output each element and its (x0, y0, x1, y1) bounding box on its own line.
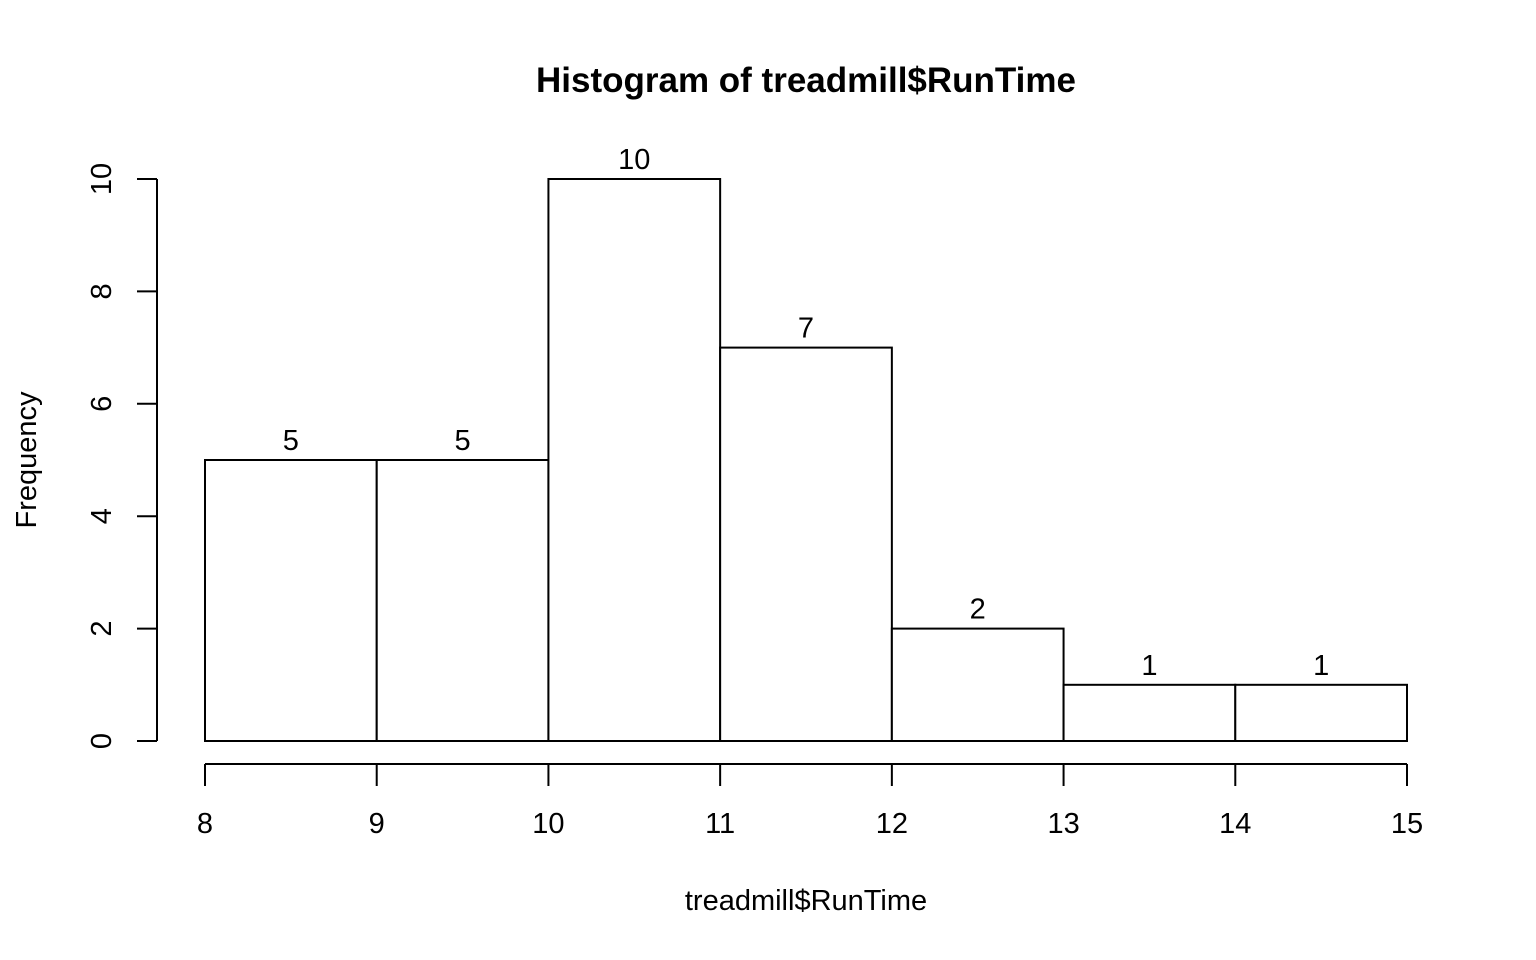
x-tick-label: 9 (369, 808, 385, 840)
y-tick-label: 0 (86, 733, 118, 749)
y-tick-label: 4 (86, 508, 118, 524)
histogram-bar (890, 627, 1065, 742)
histogram-bar (719, 346, 893, 742)
histogram-bar (204, 459, 378, 742)
chart-title: Histogram of treadmill$RunTime (536, 61, 1076, 100)
x-tick-label: 15 (1391, 808, 1423, 840)
histogram-bar (547, 178, 722, 742)
bar-count-label: 1 (1313, 650, 1329, 682)
bar-count-label: 2 (970, 594, 986, 626)
histogram-bar (375, 459, 550, 742)
bars-group (204, 178, 1409, 742)
x-tick-label: 13 (1047, 808, 1079, 840)
bar-count-label: 1 (1141, 650, 1157, 682)
y-tick-label: 10 (86, 163, 118, 195)
bar-count-label: 5 (283, 425, 299, 457)
x-tick-label: 12 (876, 808, 908, 840)
y-tick-label: 6 (86, 396, 118, 412)
bar-count-label: 10 (618, 144, 650, 176)
x-tick-label: 11 (705, 808, 735, 840)
x-tick-label: 14 (1219, 808, 1251, 840)
x-tick-label: 8 (197, 808, 213, 840)
y-tick-label: 8 (86, 283, 118, 299)
bar-labels-group: 5 5 10 7 2 1 1 (283, 144, 1329, 682)
bar-count-label: 7 (798, 313, 814, 345)
bar-count-label: 5 (455, 425, 471, 457)
histogram-bar (1062, 683, 1237, 742)
x-axis-label: treadmill$RunTime (685, 885, 927, 917)
x-tick-label: 10 (532, 808, 564, 840)
y-axis: 0 2 4 6 8 10 (86, 163, 158, 749)
y-axis-label: Frequency (11, 391, 43, 529)
y-tick-label: 2 (86, 621, 118, 637)
x-axis: 8 9 10 11 12 13 14 15 (197, 763, 1423, 840)
histogram-bar (1234, 683, 1409, 742)
